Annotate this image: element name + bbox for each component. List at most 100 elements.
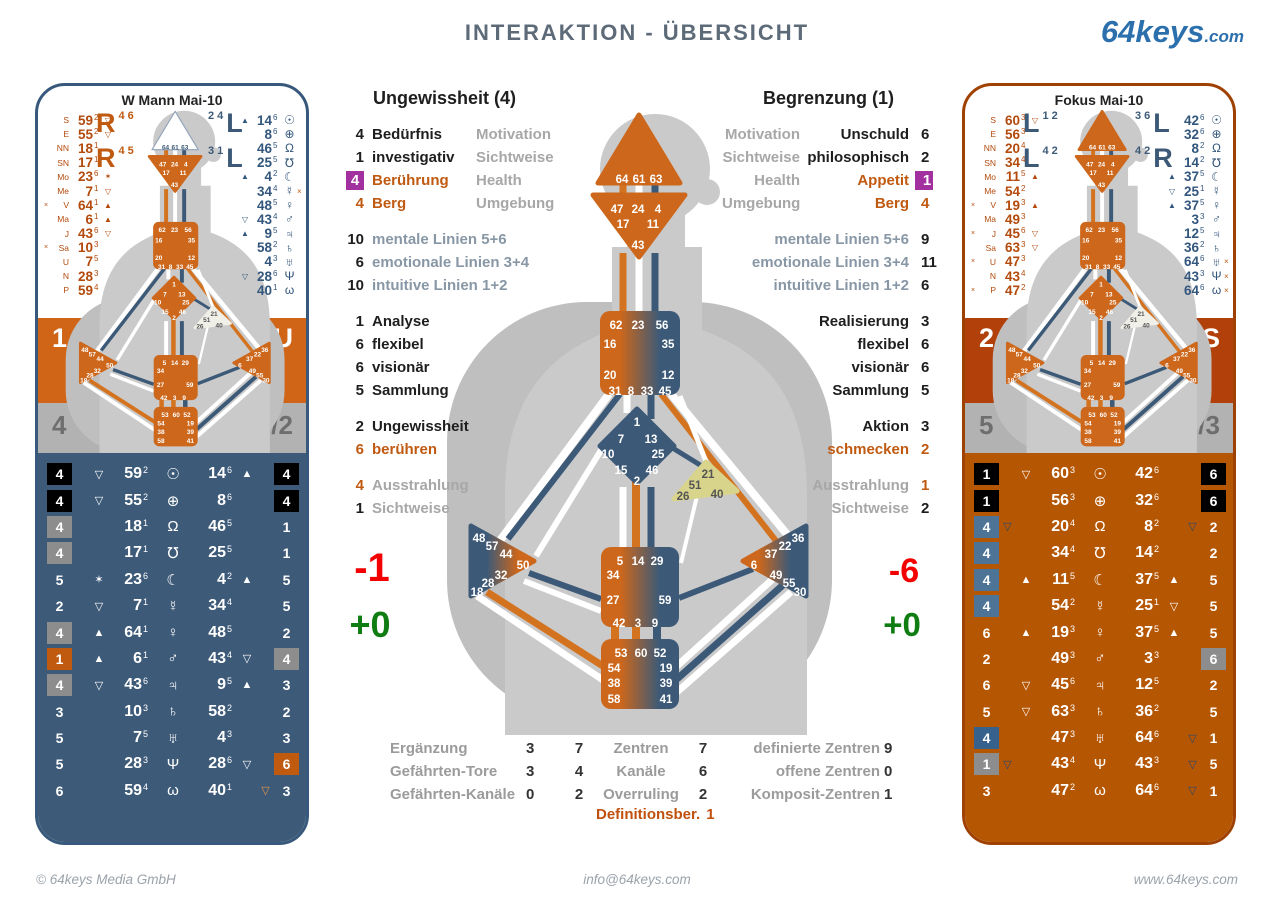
- right-line: 6: [1154, 465, 1160, 476]
- svg-text:39: 39: [1114, 429, 1122, 436]
- table-row: 5 7 5 ♅ 4 3 3: [38, 725, 306, 751]
- svg-text:60: 60: [635, 648, 648, 660]
- info-value: 6: [921, 336, 930, 353]
- svg-text:29: 29: [651, 556, 664, 568]
- info-row: 6 berühren: [338, 438, 551, 461]
- planet-glyph: Ω: [167, 518, 179, 536]
- line-number: 6: [94, 169, 99, 179]
- svg-text:37: 37: [246, 356, 254, 363]
- left-gate: 47: [1051, 781, 1069, 799]
- planet-abbr: Me: [984, 186, 996, 197]
- info-title-left: Ungewissheit (4): [372, 88, 517, 108]
- left-mark: ▽: [94, 600, 104, 613]
- svg-text:10: 10: [602, 449, 615, 461]
- left-value-cell: 4: [974, 727, 999, 750]
- astro-row: 36 2 ♄: [1167, 240, 1231, 255]
- info-category: Health: [476, 172, 522, 189]
- footer-email[interactable]: info@64keys.com: [583, 872, 691, 887]
- line-number: 5: [94, 254, 99, 264]
- astro-row: × V 64 1 ▲: [44, 198, 113, 213]
- right-mark: ▽: [242, 653, 252, 666]
- variable-letter-small: 4 5: [118, 145, 134, 157]
- svg-text:55: 55: [1183, 373, 1191, 380]
- gate-number: 63: [1004, 240, 1020, 256]
- astro-row: E 56 3: [971, 127, 1040, 142]
- stats-label: Komposit-Zentren: [750, 786, 880, 803]
- astro-row: NN 18 1: [44, 141, 113, 156]
- gate-number: 4: [264, 254, 272, 270]
- astro-row: 64 6 ♅ ×: [1167, 254, 1231, 269]
- svg-text:31: 31: [609, 386, 622, 398]
- fixing-mark: ▽: [1168, 186, 1176, 196]
- info-label: Berg: [874, 195, 909, 212]
- left-line: 3: [1070, 702, 1076, 713]
- logo-text[interactable]: 64keys: [1100, 14, 1205, 49]
- left-value-cell: 3: [982, 782, 991, 799]
- person-card-right: Fokus Mai-10 2 S 5 6/3 64 61 63 47 24 4 17 11 43…: [962, 83, 1236, 845]
- planet-abbr: Ma: [984, 214, 996, 225]
- left-value-cell: 2: [55, 598, 64, 615]
- info-label: Realisierung: [818, 313, 909, 330]
- left-gate: 28: [124, 755, 142, 773]
- astro-row: ▽ 28 6 Ψ: [240, 269, 304, 284]
- right-line: 5: [227, 544, 233, 555]
- svg-text:32: 32: [94, 368, 102, 375]
- left-gate: 59: [124, 781, 142, 799]
- info-row: 10 intuitive Linien 1+2: [338, 274, 551, 297]
- left-line: 5: [1070, 570, 1076, 581]
- svg-text:2: 2: [634, 476, 640, 488]
- planet-abbr: Sa: [58, 242, 69, 253]
- svg-text:58: 58: [608, 694, 621, 706]
- gate-number: 7: [85, 183, 93, 199]
- fixing-mark: ▲: [104, 214, 112, 224]
- svg-text:42: 42: [1087, 395, 1095, 402]
- gate-number: 9: [264, 226, 272, 242]
- score-minus-right: -6: [888, 552, 920, 590]
- planet-abbr: Mo: [984, 171, 996, 182]
- info-label: Berg: [372, 195, 407, 212]
- conjunction-mark: ×: [1224, 271, 1229, 281]
- stats-value-left: 2: [574, 786, 584, 803]
- left-line: 1: [143, 544, 149, 555]
- svg-text:4: 4: [1111, 162, 1115, 169]
- info-row: 1 investigativ Sichtweise: [338, 146, 554, 169]
- astro-row: Me 54 2: [971, 184, 1040, 199]
- logo[interactable]: 64keys.com: [1101, 14, 1244, 50]
- logo-suffix[interactable]: .com: [1204, 27, 1244, 46]
- right-mark: ▽: [242, 758, 252, 771]
- info-label: Sichtweise: [831, 500, 909, 517]
- right-gate: 40: [208, 781, 226, 799]
- fixing-mark: ▽: [104, 115, 112, 125]
- left-line: 1: [143, 649, 149, 660]
- right-value-cell: 5: [1209, 571, 1218, 588]
- info-label: intuitive Linien 1+2: [372, 277, 508, 294]
- footer-website[interactable]: www.64keys.com: [1133, 872, 1238, 887]
- line-number: 2: [273, 169, 278, 179]
- right-gate: 14: [1135, 544, 1153, 562]
- svg-text:5: 5: [617, 556, 624, 568]
- gate-number: 46: [256, 140, 272, 156]
- info-block-left: Ungewissheit (4) 4 Bedürfnis Motivation …: [338, 88, 554, 520]
- info-row: mentale Linien 5+6 9: [722, 228, 935, 251]
- right-value-cell: 5: [1209, 703, 1218, 720]
- stats-label: definierte Zentren: [753, 740, 880, 757]
- svg-text:21: 21: [1137, 311, 1145, 318]
- gate-number: 12: [1183, 226, 1199, 242]
- line-number: 3: [94, 268, 99, 278]
- right-value-cell: 4: [274, 463, 299, 486]
- gate-number: 34: [256, 183, 272, 199]
- right-gate: 14: [208, 465, 226, 483]
- planet-glyph: ♄: [1212, 240, 1221, 255]
- info-label: Analyse: [372, 313, 430, 330]
- svg-text:35: 35: [188, 238, 196, 245]
- gate-number: 59: [77, 282, 93, 298]
- astro-row: 43 3 Ψ ×: [1167, 269, 1231, 284]
- svg-text:12: 12: [188, 255, 196, 262]
- astro-row: 46 5 Ω: [240, 140, 304, 156]
- svg-text:41: 41: [187, 438, 195, 445]
- right-value-cell: 6: [274, 753, 299, 776]
- variable-letter-big: L: [1023, 143, 1040, 173]
- info-category: Sichtweise: [722, 149, 800, 166]
- info-row: Sichtweise 2: [722, 497, 935, 520]
- info-value: 1: [355, 500, 364, 517]
